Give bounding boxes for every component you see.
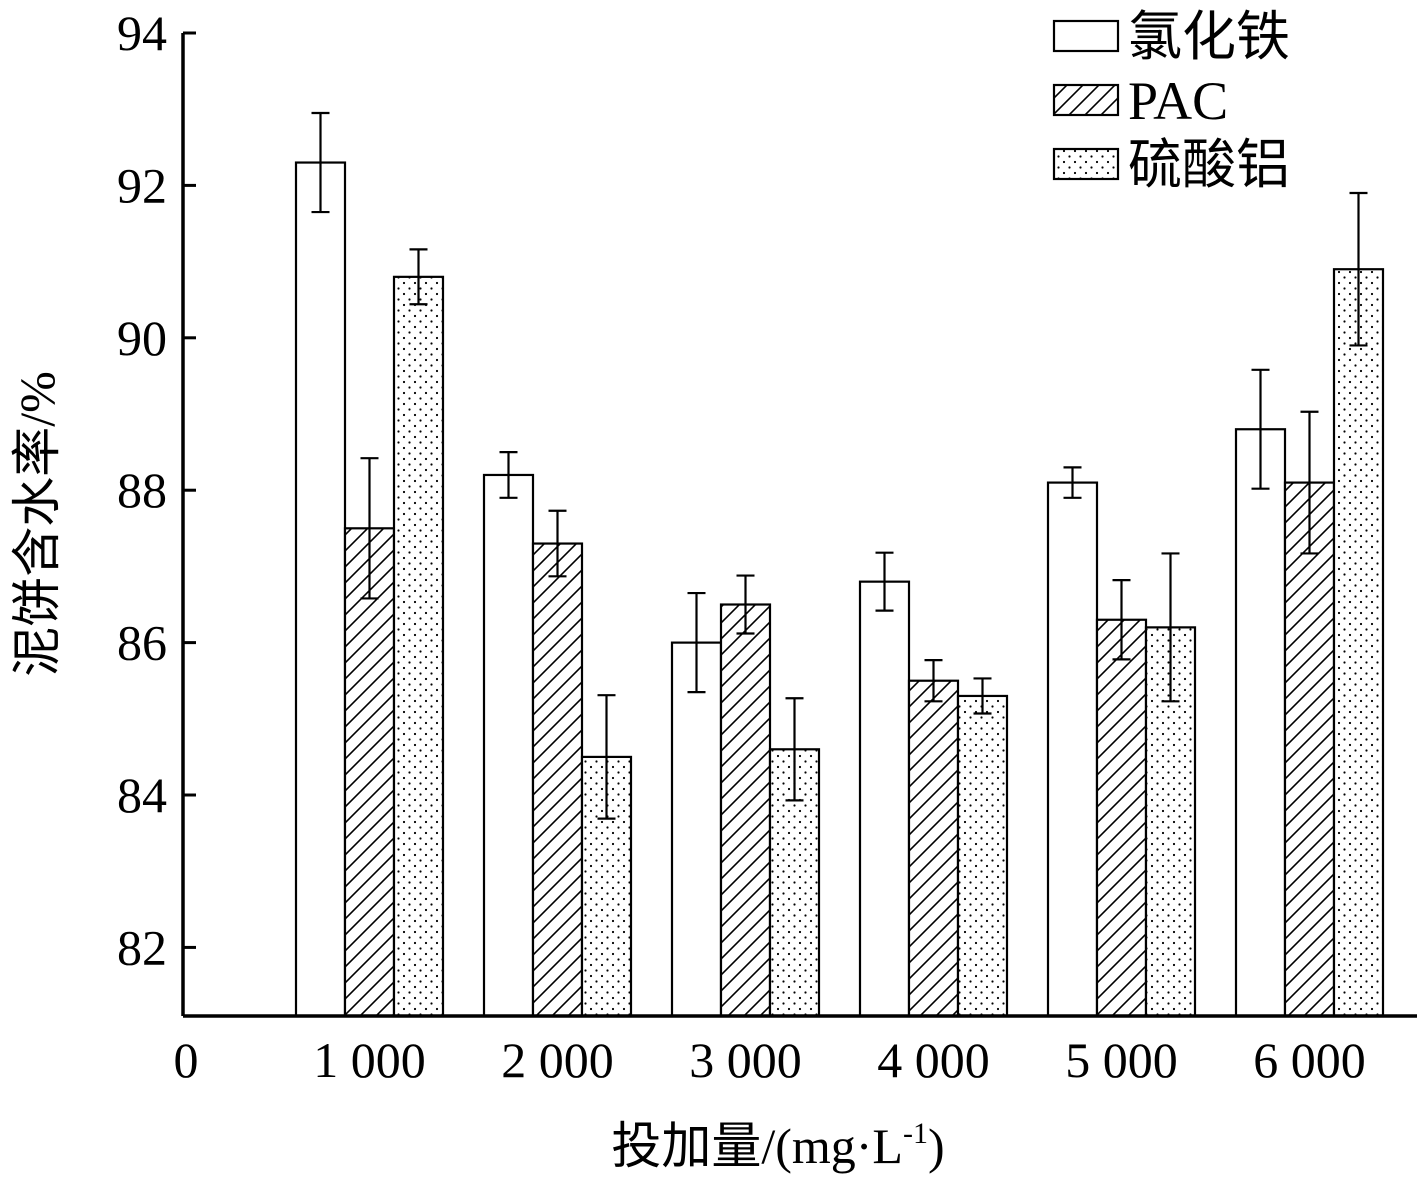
bar <box>392 275 445 1018</box>
x-tick-label: 6 000 <box>1253 1032 1366 1088</box>
y-tick-label: 88 <box>117 462 167 518</box>
legend-swatch <box>1052 147 1120 181</box>
bar <box>1234 428 1287 1018</box>
x-axis-title: 投加量/(mg·L-1) <box>611 1117 944 1174</box>
bar <box>956 694 1009 1018</box>
x-axis-title-close: ) <box>928 1118 945 1174</box>
bar <box>1095 618 1148 1018</box>
bar <box>343 527 396 1018</box>
legend-swatch <box>1052 19 1120 53</box>
bar <box>907 679 960 1018</box>
y-tick-label: 86 <box>117 615 167 671</box>
x-tick-label: 5 000 <box>1065 1032 1178 1088</box>
x-tick-label: 3 000 <box>689 1032 802 1088</box>
y-tick-label: 90 <box>117 310 167 366</box>
bar <box>1332 268 1385 1018</box>
legend-label: 硫酸铝 <box>1128 135 1290 195</box>
legend-label: 氯化铁 <box>1128 7 1290 67</box>
x-tick-label: 1 000 <box>313 1032 426 1088</box>
bar <box>1046 481 1099 1018</box>
x-tick-label: 4 000 <box>877 1032 990 1088</box>
y-tick-label: 84 <box>117 767 167 823</box>
y-axis-title: 泥饼含水率/% <box>9 371 65 677</box>
bar <box>482 473 535 1018</box>
x-axis-title-superscript: -1 <box>903 1117 928 1150</box>
y-tick-label: 94 <box>117 5 167 61</box>
x-tick-label: 2 000 <box>501 1032 614 1088</box>
bar <box>858 580 911 1018</box>
y-tick-label: 82 <box>117 919 167 975</box>
bar <box>670 641 723 1018</box>
bar <box>294 161 347 1018</box>
x-axis-title-main: 投加量/(mg·L <box>611 1118 903 1174</box>
bar <box>719 603 772 1018</box>
bar <box>1283 481 1336 1018</box>
y-tick-label: 92 <box>117 157 167 213</box>
bar <box>531 542 584 1018</box>
x-tick-label-origin: 0 <box>174 1032 199 1088</box>
legend-swatch <box>1052 83 1120 117</box>
legend-label: PAC <box>1128 71 1228 131</box>
